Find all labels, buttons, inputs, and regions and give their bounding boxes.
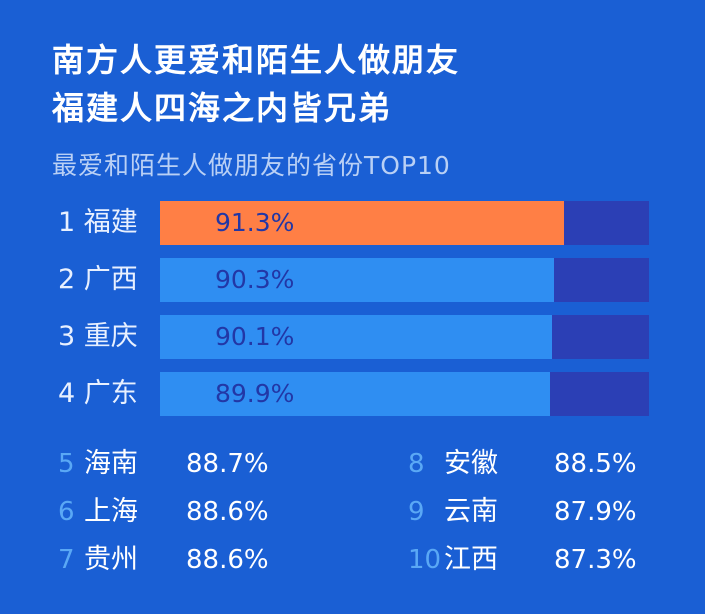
province-name: 安徽	[444, 448, 498, 479]
province-name: 贵州	[84, 544, 138, 575]
province-name: 海南	[84, 448, 138, 479]
bar	[160, 315, 552, 359]
rank-number: 8	[408, 449, 425, 479]
value-label: 87.9%	[554, 497, 637, 527]
bar	[160, 201, 564, 245]
bar-value-label: 90.3%	[215, 265, 295, 294]
bar-row-4: 4 广东 89.9%	[0, 372, 705, 416]
bar	[160, 258, 554, 302]
value-label: 88.6%	[186, 545, 269, 575]
bar-label: 1 福建	[58, 207, 138, 238]
bar-row-1: 1 福建 91.3%	[0, 201, 705, 245]
bar-value-label: 89.9%	[215, 379, 295, 408]
rank-number: 6	[58, 497, 75, 527]
headline-line-1: 南方人更爱和陌生人做朋友	[52, 41, 461, 79]
province-name: 上海	[84, 496, 138, 527]
rank-number: 9	[408, 497, 425, 527]
headline-line-2: 福建人四海之内皆兄弟	[52, 89, 393, 127]
bar-track: 91.3%	[160, 201, 649, 245]
value-label: 88.6%	[186, 497, 269, 527]
province-name: 云南	[444, 496, 498, 527]
bar-label: 3 重庆	[58, 321, 138, 352]
province-name: 江西	[444, 544, 498, 575]
bar-row-3: 3 重庆 90.1%	[0, 315, 705, 359]
value-label: 88.7%	[186, 449, 269, 479]
value-label: 87.3%	[554, 545, 637, 575]
headline: 南方人更爱和陌生人做朋友 福建人四海之内皆兄弟	[52, 36, 460, 132]
chart-title: 最爱和陌生人做朋友的省份TOP10	[52, 151, 451, 180]
bar-value-label: 91.3%	[215, 208, 295, 237]
bar-label: 2 广西	[58, 264, 138, 295]
rank-number: 5	[58, 449, 75, 479]
bar-row-2: 2 广西 90.3%	[0, 258, 705, 302]
bar-value-label: 90.1%	[215, 322, 295, 351]
value-label: 88.5%	[554, 449, 637, 479]
rank-number: 10	[408, 545, 442, 575]
bar-track: 89.9%	[160, 372, 649, 416]
bar	[160, 372, 550, 416]
bar-track: 90.1%	[160, 315, 649, 359]
bar-track: 90.3%	[160, 258, 649, 302]
bar-label: 4 广东	[58, 378, 138, 409]
rank-number: 7	[58, 545, 75, 575]
